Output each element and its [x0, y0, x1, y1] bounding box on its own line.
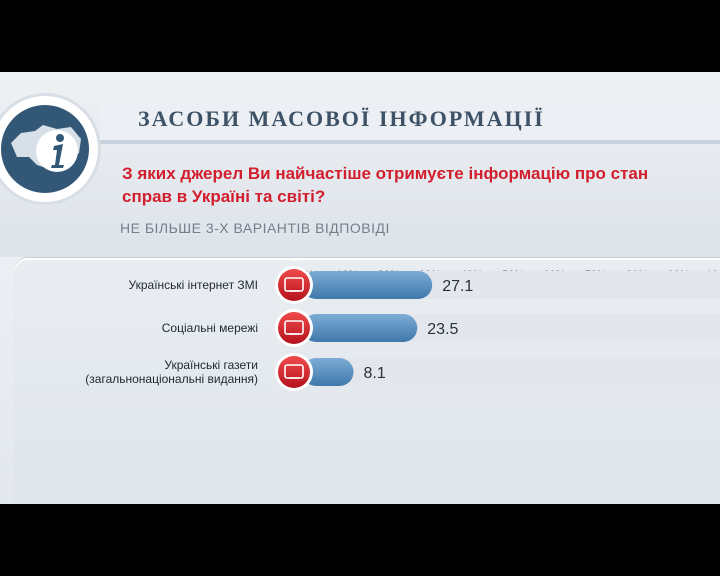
- data-label: 23.5: [427, 321, 458, 338]
- bar-track: [302, 358, 720, 386]
- data-label: 27.1: [442, 278, 473, 295]
- bar-row: 27.1 Українські інтернет ЗМІ: [129, 266, 720, 304]
- category-label: Соціальні мережі: [162, 321, 258, 335]
- bar-row: 23.5 Соціальні мережі: [162, 309, 720, 347]
- bar-rows: 85.7Українське телебачення(загальнонаціо…: [85, 258, 720, 391]
- tv-icon: [283, 258, 305, 261]
- info-logo: [0, 96, 98, 202]
- bar-row: 8.1 Українські газети(загальнонаціональні…: [85, 353, 720, 391]
- data-label: 8.1: [364, 365, 386, 382]
- category-label: Українські газети: [164, 358, 258, 372]
- internet-icon: [275, 266, 313, 304]
- info-ukraine-map-icon: [1, 105, 89, 193]
- chart-panel: 0%10%20%30%40%50%60%70%80%90%100% 85.7Ук…: [14, 258, 720, 504]
- bar-row: 4.7Російське телебачення: [283, 258, 305, 261]
- network-icon: [275, 309, 313, 347]
- category-label: Українські інтернет ЗМІ: [129, 278, 258, 292]
- bar: [302, 271, 433, 299]
- category-label: (загальнонаціональні видання): [85, 372, 258, 386]
- answer-note: НЕ БІЛЬШЕ 3-Х ВАРІАНТІВ ВІДПОВІДІ: [120, 220, 390, 236]
- broadcast-screen: ЗАСОБИ МАСОВОЇ ІНФОРМАЦІЇ З яких джерел …: [0, 72, 720, 504]
- bar-chart: 0%10%20%30%40%50%60%70%80%90%100% 85.7Ук…: [85, 258, 720, 391]
- page-title: ЗАСОБИ МАСОВОЇ ІНФОРМАЦІЇ: [138, 106, 545, 131]
- survey-question: З яких джерел Ви найчастіше отримуєте ін…: [122, 164, 649, 206]
- title-bar: [100, 98, 720, 140]
- newspaper-icon: [275, 353, 313, 391]
- title-underline: [100, 140, 720, 144]
- bar: [302, 314, 418, 342]
- bar: [302, 358, 354, 386]
